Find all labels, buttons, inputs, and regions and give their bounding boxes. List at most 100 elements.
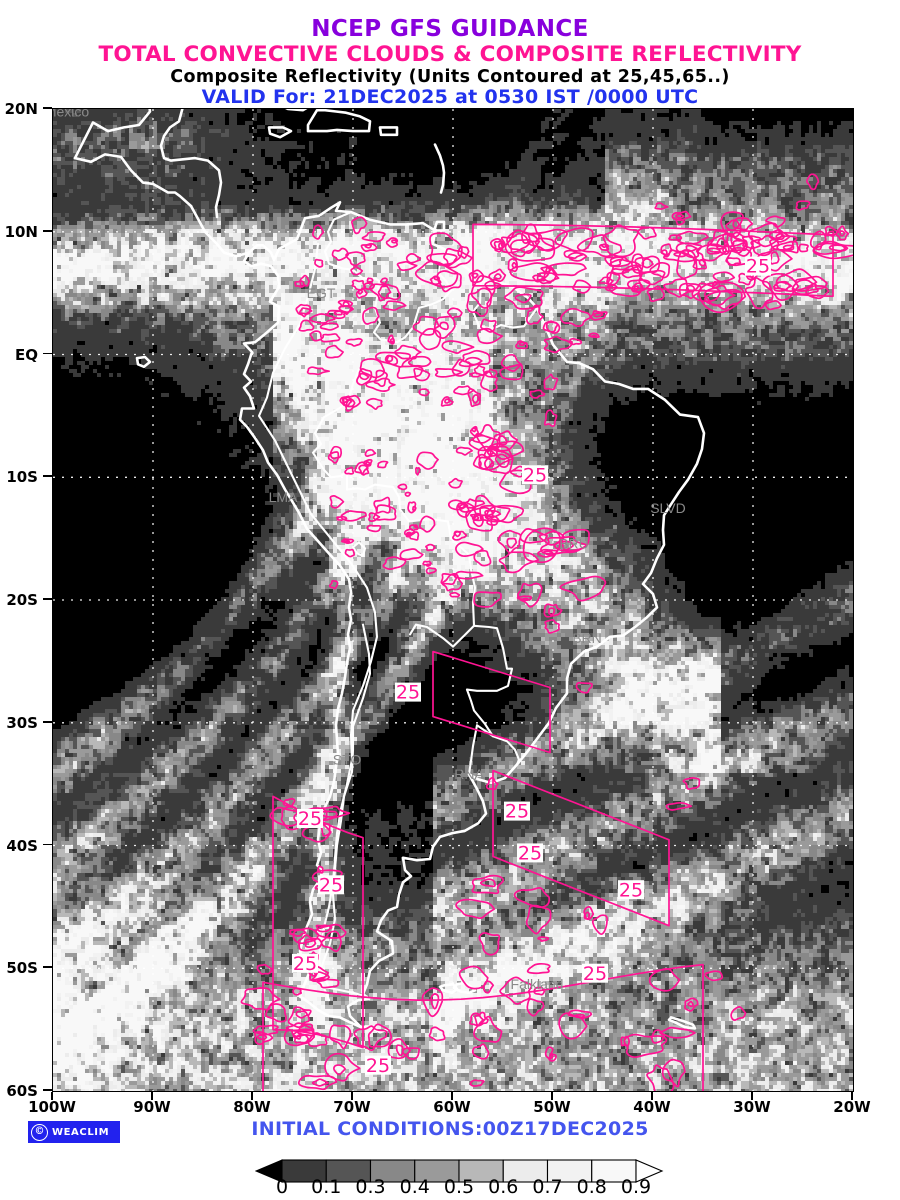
contour-label-backdrop (365, 1055, 391, 1075)
colorbar-tick-label-6: 0.7 (532, 1176, 563, 1198)
colorbar-tick-label-5: 0.6 (488, 1176, 519, 1198)
map-canvas[interactable]: MexicoEGTLMABRUSLVDBRNSTORNAFalkland 252… (52, 108, 854, 1092)
contour-label-text: 25 (746, 256, 770, 278)
colorbar[interactable] (255, 1156, 665, 1200)
lon-tick-label-30W: 30W (733, 1098, 771, 1116)
lat-tick-mark (43, 843, 52, 846)
colorbar-tick-label-3: 0.4 (399, 1176, 430, 1198)
place-label-layer: Mexico EGT LMA BRU SLVD BRN STO RNA Falkland (53, 109, 686, 992)
lat-tick-label-10N: 10N (4, 222, 38, 241)
place-label-egt: EGT (307, 285, 336, 301)
lat-tick-mark (43, 107, 52, 109)
place-label-rna: RNA (454, 766, 484, 782)
coastline-bdr-arg-chi (319, 623, 372, 998)
contour-label-text: 25 (523, 464, 547, 486)
place-label-lma: LMA (269, 489, 298, 505)
lon-tick-mark (351, 1091, 353, 1100)
lon-tick-label-60W: 60W (433, 1098, 471, 1116)
lat-tick-label-30S: 30S (6, 713, 38, 732)
coastline-titicaca (351, 541, 367, 557)
coastline-falkland-2 (438, 982, 459, 995)
valid-time-label: VALID For: 21DEC2025 at 0530 IST /0000 U… (201, 86, 699, 108)
lon-tick-mark (451, 1091, 453, 1100)
contour-label: 25 (517, 843, 543, 865)
cloud-shading-level-6 (53, 173, 853, 1091)
colorbar-tick-labels: 0 0.1 0.3 0.4 0.5 0.6 0.7 0.8 0.9 (255, 1176, 665, 1200)
contour-label-text: 25 (518, 843, 542, 865)
lat-tick-mark (43, 229, 52, 232)
lon-tick-label-70W: 70W (333, 1098, 371, 1116)
colorbar-tick-label-8: 0.9 (620, 1176, 652, 1198)
lat-tick-label-50S: 50S (6, 959, 38, 978)
contour-label: 25 (318, 874, 344, 896)
page-title: NCEP GFS GUIDANCE (311, 16, 589, 42)
cloud-shading-level-8 (53, 205, 853, 1091)
lon-tick-mark (251, 1091, 253, 1100)
title-block: NCEP GFS GUIDANCE TOTAL CONVECTIVE CLOUD… (0, 0, 900, 108)
contour-label-backdrop (504, 801, 530, 821)
lon-tick-label-20W: 20W (833, 1098, 871, 1116)
product-subtitle: Composite Reflectivity (Units Contoured … (170, 67, 730, 87)
contour-label-text: 25 (619, 879, 643, 901)
contour-label-backdrop (297, 809, 323, 828)
product-title: TOTAL CONVECTIVE CLOUDS & COMPOSITE REFL… (98, 42, 802, 67)
weaclim-logo-text: WEACLIM (52, 1126, 110, 1138)
lat-tick-mark (43, 1089, 52, 1091)
colorbar-tick-label-7: 0.8 (576, 1176, 607, 1198)
colorbar-tick-label-2: 0.3 (355, 1176, 386, 1198)
coastline-camerica (73, 153, 251, 258)
colorbar-right-arrow (635, 1159, 664, 1183)
copyright-icon: © (31, 1123, 48, 1141)
coastline-bdr-col-ven (323, 211, 386, 341)
coastline-lesserantilles (433, 143, 446, 194)
lon-tick-label-80W: 80W (233, 1098, 271, 1116)
place-label-bru: BRU (559, 535, 589, 551)
contour-label-backdrop (318, 875, 344, 895)
contour-label-text: 25 (293, 953, 317, 975)
coastline-samerica-west (238, 237, 390, 1034)
lon-tick-mark (751, 1091, 753, 1100)
colorbar-cells (255, 1159, 664, 1183)
lat-tick-label-60S: 60S (6, 1082, 38, 1100)
contour-label: 25 (745, 256, 771, 278)
place-label-brn: BRN (572, 630, 602, 646)
contour-label-backdrop (618, 880, 644, 900)
contour-label: 25 (618, 879, 644, 901)
coastline-hispaniola (306, 109, 372, 133)
lon-tick-mark (151, 1091, 153, 1100)
lat-tick-mark (43, 966, 52, 969)
contour-label-backdrop (745, 256, 771, 276)
lon-tick-label-40W: 40W (633, 1098, 671, 1116)
colorbar-tick-label-0: 0 (275, 1176, 289, 1198)
colorbar-tick-label-4: 0.5 (443, 1176, 475, 1198)
contour-label: 25 (297, 808, 323, 830)
coastline-jamaica (267, 126, 293, 139)
lon-tick-label-90W: 90W (133, 1098, 171, 1116)
lat-tick-label-10S: 10S (6, 468, 38, 487)
coastline-sgeorgia (667, 1016, 697, 1030)
place-label-falkland: Falkland (511, 976, 564, 992)
lat-tick-label-EQ: EQ (15, 345, 38, 364)
contour-label-text: 25 (298, 808, 322, 830)
contour-label-text: 25 (505, 801, 529, 823)
contour-label: 25 (504, 801, 530, 823)
weaclim-logo: © WEACLIM (28, 1121, 120, 1143)
coastline-galapagos (135, 355, 152, 369)
contour-label-backdrop (582, 963, 608, 983)
contour-label-text: 25 (366, 1055, 390, 1077)
lon-tick-mark (851, 1091, 853, 1100)
cloud-shading-level-4 (53, 129, 853, 1091)
contour-label-backdrop (522, 465, 548, 485)
lat-tick-label-20S: 20S (6, 591, 38, 609)
place-label-sto: STO (333, 752, 362, 768)
coastline-trinidad (432, 220, 446, 232)
contour-label-backdrop (395, 682, 421, 702)
place-label-slvd: SLVD (650, 500, 686, 516)
coastline-bdr-guyana (451, 256, 539, 330)
contour-label-backdrop (517, 843, 543, 863)
coastline-samerica-east (295, 201, 706, 1034)
lon-tick-mark (551, 1091, 553, 1100)
contour-label-text: 25 (319, 874, 343, 896)
contour-label-layer: 25 25 25 25 25 25 25 25 25 25 25 (292, 256, 771, 1077)
